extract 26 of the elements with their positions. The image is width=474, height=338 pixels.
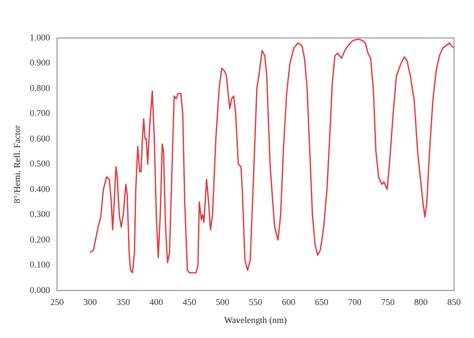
y-tick-label: 0.300: [30, 209, 51, 220]
y-axis-title: 8°/Hemi. Refl. Factor: [12, 125, 22, 204]
y-tick-label: 0.800: [30, 82, 51, 93]
y-tick-label: 0.900: [30, 58, 51, 68]
y-tick-label: 0.400: [30, 184, 51, 194]
x-tick-label: 350: [116, 297, 130, 308]
x-tick-label: 400: [150, 297, 164, 308]
y-tick-label: 0.600: [30, 133, 51, 144]
x-tick-label: 850: [447, 297, 462, 308]
y-tick-label: 0.000: [30, 284, 51, 295]
x-tick-label: 750: [381, 297, 396, 308]
y-tick-label: 1.000: [30, 32, 51, 42]
y-tick-label: 0.500: [30, 158, 51, 169]
x-tick-label: 800: [414, 297, 428, 308]
x-tick-label: 450: [182, 297, 197, 308]
x-tick-label: 300: [83, 297, 98, 308]
x-tick-label: 700: [348, 297, 362, 308]
x-axis-title: Wavelength (nm): [224, 314, 287, 325]
x-tick-label: 500: [216, 297, 230, 308]
x-tick-label: 250: [50, 297, 64, 308]
y-tick-label: 0.700: [30, 108, 51, 118]
x-tick-label: 600: [282, 297, 296, 308]
x-tick-label: 550: [248, 297, 263, 308]
y-tick-label: 0.100: [30, 260, 51, 270]
y-tick-label: 0.200: [30, 234, 51, 244]
x-tick-label: 650: [314, 297, 329, 308]
